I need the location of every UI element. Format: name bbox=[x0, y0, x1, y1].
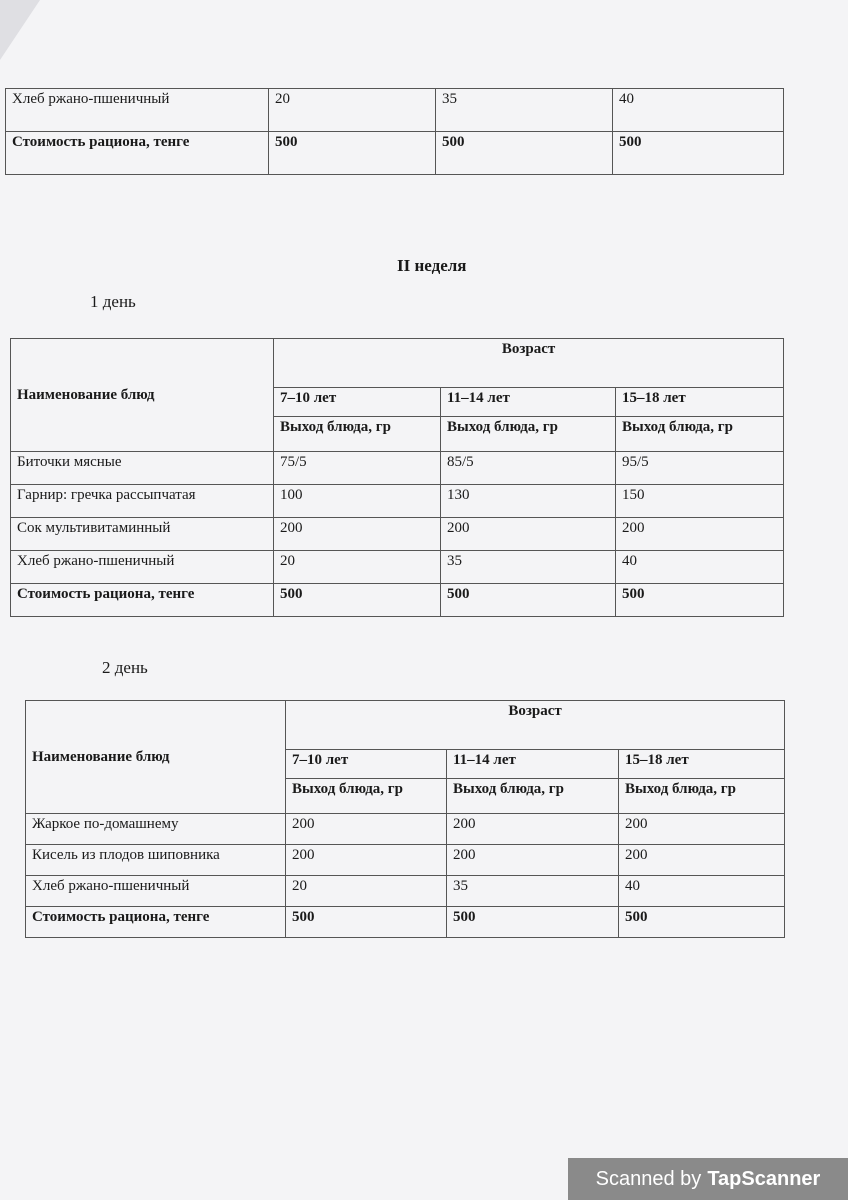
table-row: Жаркое по-домашнему 200 200 200 bbox=[25, 813, 786, 845]
day-1-table: Наименование блюд Возраст 7–10 лет 11–14 ле… bbox=[10, 338, 785, 617]
day-2-table: Наименование блюд Возраст 7–10 лет 11–14 ле… bbox=[25, 700, 786, 938]
table-row: Сок мультивитаминный 200 200 200 bbox=[10, 517, 785, 551]
yield-value-cell: 500 bbox=[440, 583, 616, 617]
dish-name-cell: Стоимость рациона, тенге bbox=[25, 906, 286, 938]
yield-value-cell: 500 bbox=[612, 131, 784, 175]
yield-value-cell: 95/5 bbox=[614, 451, 785, 485]
watermark-brand: TapScanner bbox=[707, 1167, 821, 1190]
yield-value-cell: 85/5 bbox=[440, 451, 616, 485]
yield-column-header: Выход блюда, гр bbox=[440, 416, 616, 452]
yield-column-header: Выход блюда, гр bbox=[273, 416, 441, 452]
yield-value-cell: 200 bbox=[285, 813, 447, 845]
yield-value-cell: 75/5 bbox=[273, 451, 441, 485]
table-row: Гарнир: гречка рассыпчатая 100 130 150 bbox=[10, 484, 785, 518]
dish-name-cell: Хлеб ржано-пшеничный bbox=[25, 875, 286, 907]
table-row: Хлеб ржано-пшеничный 20 35 40 bbox=[5, 88, 784, 132]
yield-value-cell: 500 bbox=[285, 906, 447, 938]
yield-value-cell: 200 bbox=[446, 844, 619, 876]
table-row: Хлеб ржано-пшеничный 20 35 40 bbox=[10, 550, 785, 584]
dish-column-header: Наименование блюд bbox=[25, 700, 286, 814]
yield-value-cell: 500 bbox=[614, 583, 785, 617]
page-corner-fold bbox=[0, 0, 40, 60]
dish-name-cell: Стоимость рациона, тенге bbox=[5, 131, 269, 175]
yield-value-cell: 130 bbox=[440, 484, 616, 518]
age-range-header: 7–10 лет bbox=[285, 749, 447, 779]
yield-value-cell: 500 bbox=[435, 131, 613, 175]
yield-value-cell: 500 bbox=[268, 131, 436, 175]
watermark-prefix: Scanned by bbox=[595, 1167, 702, 1190]
table-row: Стоимость рациона, тенге 500 500 500 bbox=[5, 131, 784, 175]
yield-column-header: Выход блюда, гр bbox=[617, 778, 786, 814]
age-range-header: 11–14 лет bbox=[446, 749, 619, 779]
yield-value-cell: 200 bbox=[446, 813, 619, 845]
dish-name-cell: Биточки мясные bbox=[10, 451, 274, 485]
yield-value-cell: 35 bbox=[435, 88, 613, 132]
yield-value-cell: 35 bbox=[440, 550, 616, 584]
yield-value-cell: 500 bbox=[273, 583, 441, 617]
yield-value-cell: 20 bbox=[285, 875, 447, 907]
table-row: Стоимость рациона, тенге 500 500 500 bbox=[10, 583, 785, 617]
yield-value-cell: 200 bbox=[273, 517, 441, 551]
yield-column-header: Выход блюда, гр bbox=[446, 778, 619, 814]
yield-column-header: Выход блюда, гр bbox=[614, 416, 785, 452]
yield-value-cell: 40 bbox=[612, 88, 784, 132]
dish-name-cell: Жаркое по-домашнему bbox=[25, 813, 286, 845]
age-range-header: 11–14 лет bbox=[440, 387, 616, 417]
week-title: II неделя bbox=[397, 256, 467, 275]
yield-value-cell: 500 bbox=[446, 906, 619, 938]
yield-value-cell: 40 bbox=[617, 875, 786, 907]
yield-value-cell: 200 bbox=[614, 517, 785, 551]
yield-value-cell: 500 bbox=[617, 906, 786, 938]
day-2-title: 2 день bbox=[102, 658, 148, 677]
day-1-title: 1 день bbox=[90, 292, 136, 311]
dish-name-cell: Хлеб ржано-пшеничный bbox=[5, 88, 269, 132]
dish-name-cell: Кисель из плодов шиповника bbox=[25, 844, 286, 876]
yield-value-cell: 40 bbox=[614, 550, 785, 584]
yield-value-cell: 200 bbox=[440, 517, 616, 551]
top-table: Хлеб ржано-пшеничный 20 35 40 Стоимость раци… bbox=[5, 88, 784, 175]
dish-name-cell: Хлеб ржано-пшеничный bbox=[10, 550, 274, 584]
age-group-header: Возраст bbox=[284, 700, 786, 750]
table-row: Биточки мясные 75/5 85/5 95/5 bbox=[10, 451, 785, 485]
table-row: Хлеб ржано-пшеничный 20 35 40 bbox=[25, 875, 786, 907]
table-row: Кисель из плодов шиповника 200 200 200 bbox=[25, 844, 786, 876]
dish-name-cell: Гарнир: гречка рассыпчатая bbox=[10, 484, 274, 518]
dish-column-header: Наименование блюд bbox=[10, 338, 274, 452]
yield-value-cell: 200 bbox=[617, 813, 786, 845]
age-range-header: 15–18 лет bbox=[617, 749, 786, 779]
yield-column-header: Выход блюда, гр bbox=[285, 778, 447, 814]
yield-value-cell: 20 bbox=[273, 550, 441, 584]
yield-value-cell: 200 bbox=[285, 844, 447, 876]
age-range-header: 15–18 лет bbox=[614, 387, 785, 417]
yield-value-cell: 20 bbox=[268, 88, 436, 132]
yield-value-cell: 100 bbox=[273, 484, 441, 518]
yield-value-cell: 150 bbox=[614, 484, 785, 518]
yield-value-cell: 200 bbox=[617, 844, 786, 876]
scanner-watermark: Scanned by TapScanner bbox=[568, 1158, 848, 1200]
age-group-header: Возраст bbox=[272, 338, 785, 388]
age-range-header: 7–10 лет bbox=[273, 387, 441, 417]
table-row: Стоимость рациона, тенге 500 500 500 bbox=[25, 906, 786, 938]
dish-name-cell: Сок мультивитаминный bbox=[10, 517, 274, 551]
yield-value-cell: 35 bbox=[446, 875, 619, 907]
dish-name-cell: Стоимость рациона, тенге bbox=[10, 583, 274, 617]
